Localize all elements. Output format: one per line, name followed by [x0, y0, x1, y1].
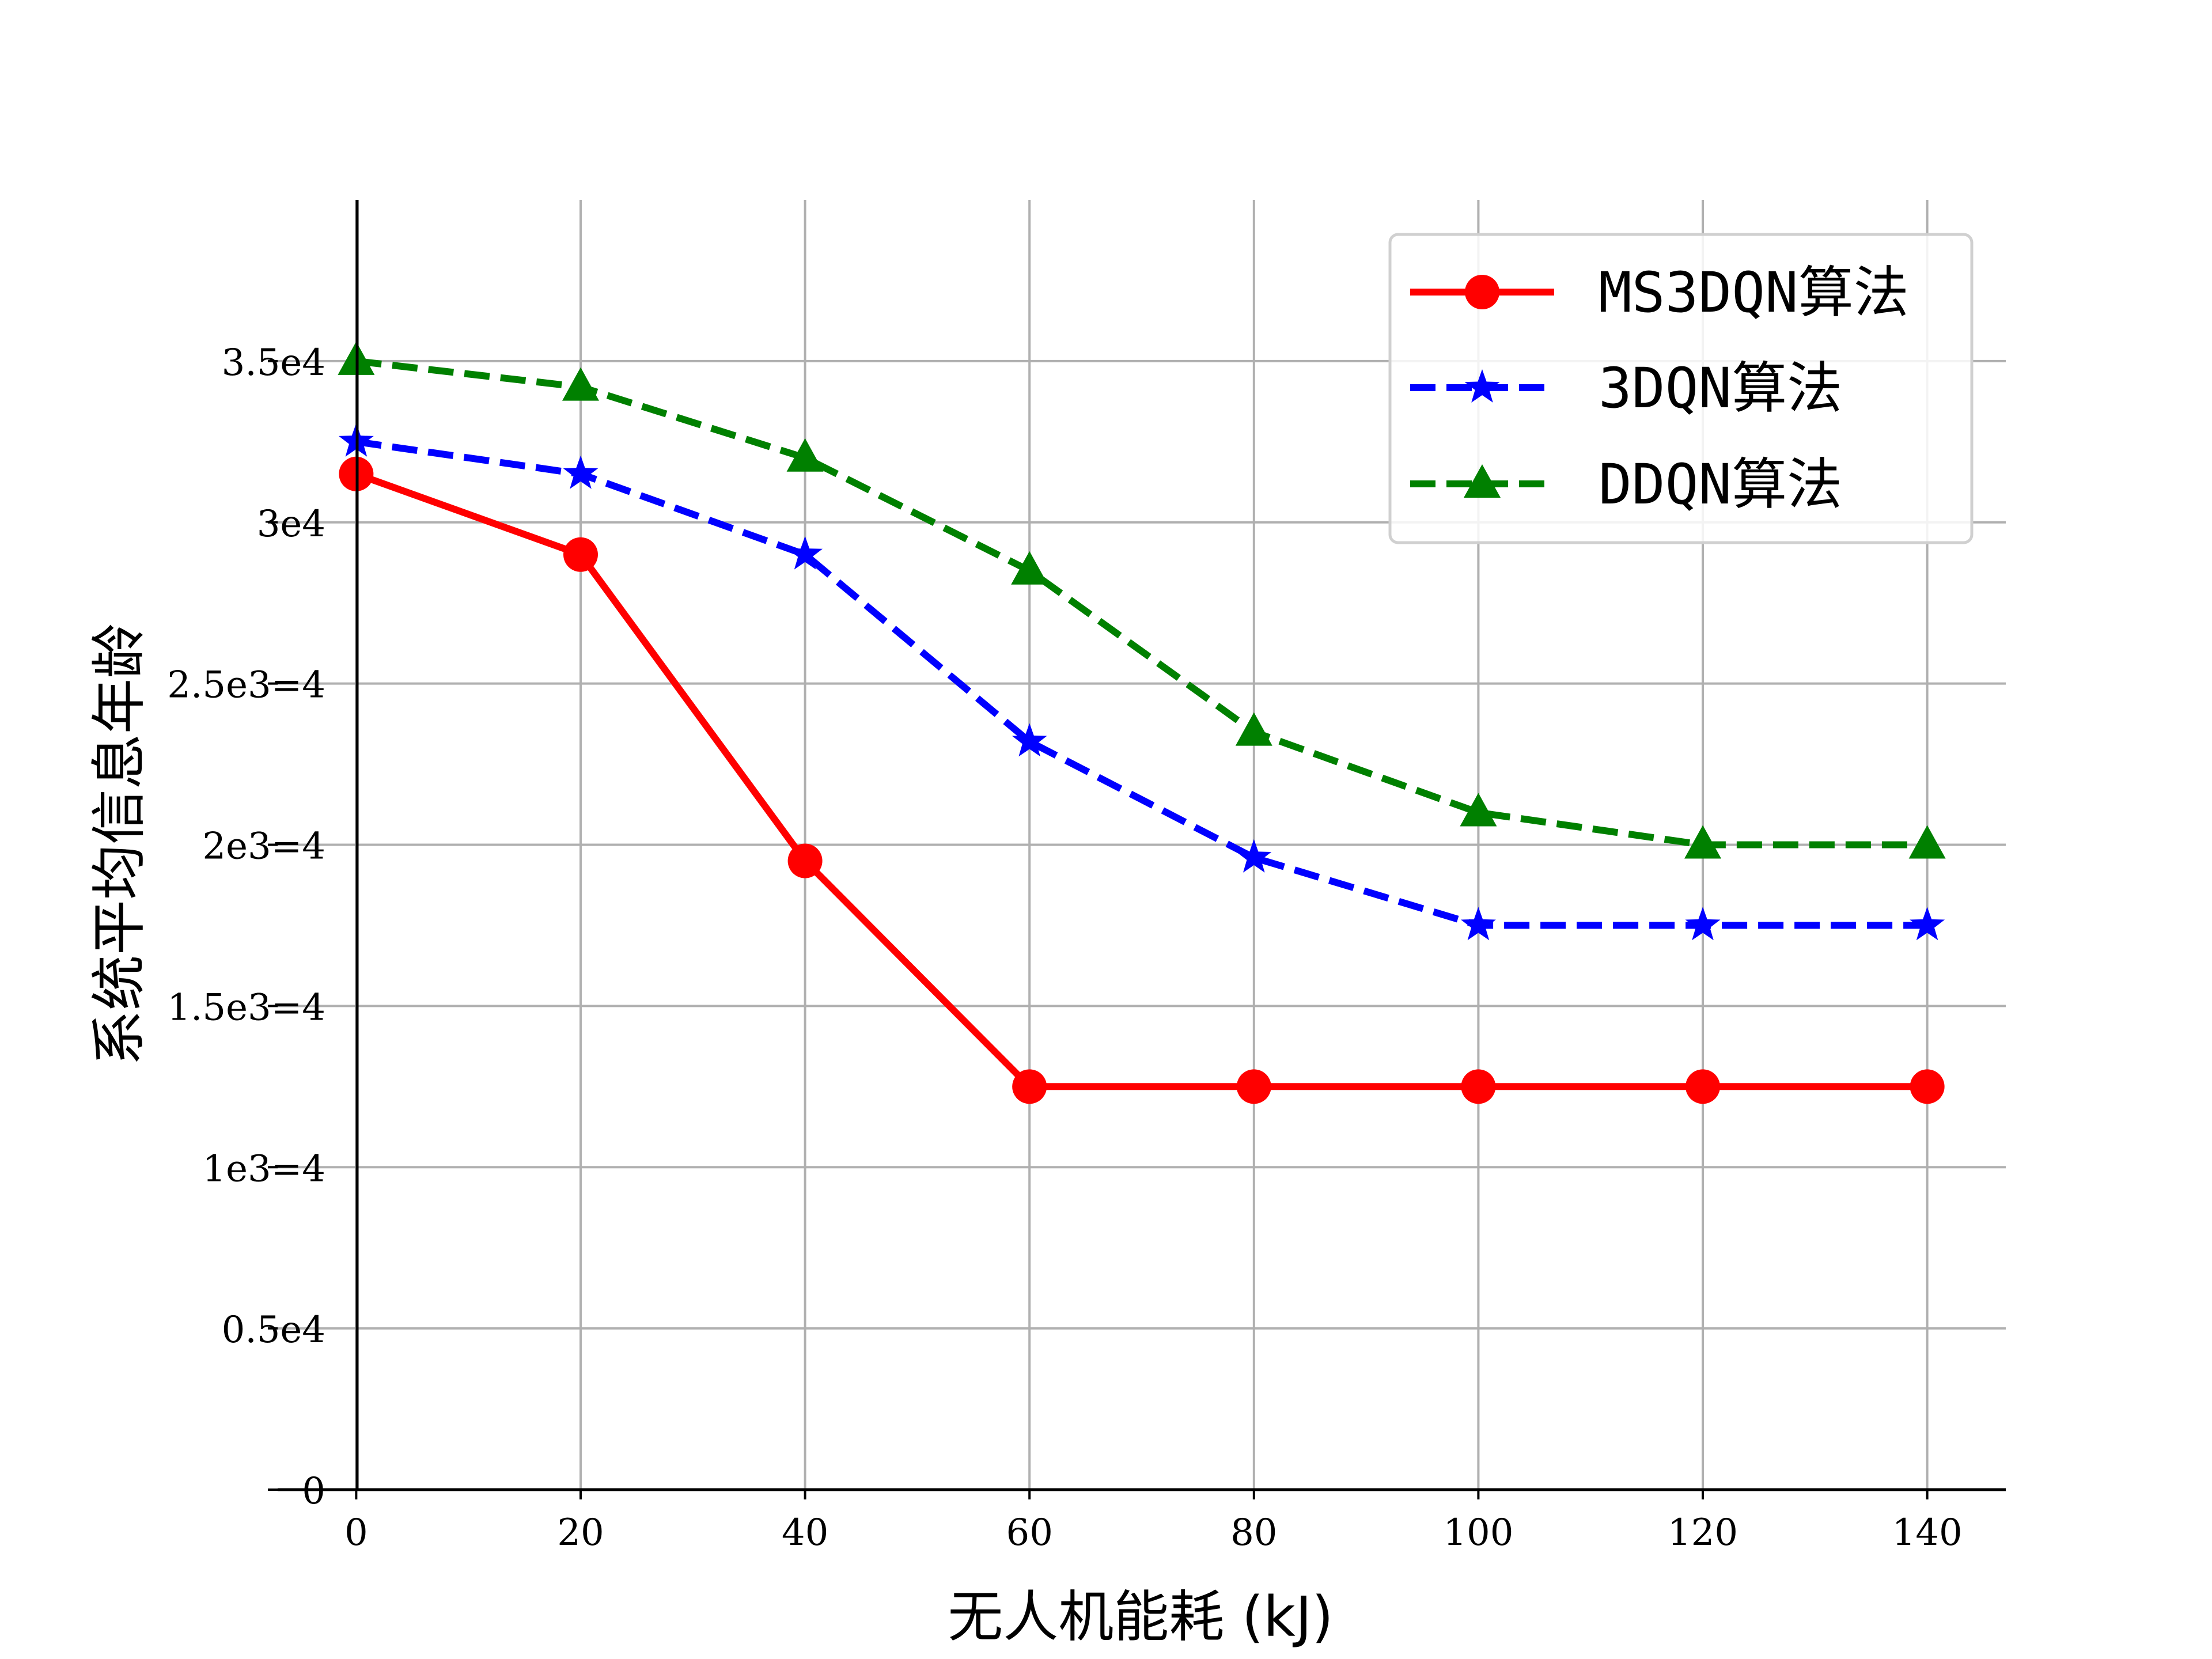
x-tick-label: 20: [557, 1512, 604, 1554]
series-2-point: [563, 455, 599, 489]
y-tick-label: 3.5e4: [222, 342, 325, 384]
series-2-point: [1910, 907, 1945, 941]
y-tick-label: 0: [302, 1470, 325, 1513]
series-3-point: [1908, 825, 1946, 859]
series-1-point: [563, 537, 598, 572]
series-3-point: [1684, 825, 1722, 859]
axes: [278, 200, 2006, 1491]
series-3-point: [562, 367, 599, 401]
series-group: [338, 341, 1946, 1104]
x-tick-label: 40: [782, 1512, 828, 1554]
series-line-3: [355, 357, 1927, 849]
y-tick-label: 2e3=4: [202, 825, 325, 868]
series-3-point: [1011, 551, 1048, 585]
series-1-point: [1685, 1069, 1721, 1104]
series-3-point: [1235, 712, 1272, 746]
x-tick-label: 120: [1668, 1512, 1738, 1554]
series-line-1: [355, 471, 1927, 1090]
series-1-point: [1461, 1069, 1496, 1104]
legend-marker-3: [1464, 464, 1501, 498]
y-tick-label: 0.5e4: [222, 1309, 325, 1351]
legend-label-2: 3DQN算法: [1599, 356, 1842, 421]
legend-label-1: MS3DQN算法: [1599, 260, 1909, 325]
tick-group: 0 20 40 60 80 100 120 140 0 0.5e4 1e3=4 1.5e3=4 2e3=…: [167, 342, 1962, 1554]
x-tick-label: 60: [1006, 1512, 1052, 1554]
series-3-point: [786, 438, 824, 472]
legend-label-3: DDQN算法: [1599, 452, 1842, 517]
series-2-point: [1236, 839, 1272, 873]
series-2-point: [1012, 723, 1047, 757]
x-tick-label: 140: [1892, 1512, 1963, 1554]
series-1-point: [787, 843, 823, 878]
series-2-point: [1461, 907, 1496, 941]
series-3-point: [1460, 793, 1497, 827]
x-axis-title: 无人机能耗 (kJ): [948, 1585, 1333, 1649]
series-1-point: [1236, 1069, 1271, 1104]
y-tick-label: 1.5e3=4: [167, 986, 325, 1029]
series-1-point: [1012, 1069, 1047, 1104]
x-tick-label: 80: [1230, 1512, 1277, 1554]
series-1-point: [1910, 1069, 1945, 1104]
y-axis-title: 系统平均信息年龄: [87, 623, 151, 1066]
x-tick-label: 0: [344, 1512, 368, 1554]
series-2-point: [1685, 907, 1721, 941]
x-tick-label: 100: [1443, 1512, 1513, 1554]
y-tick-label: 1e3=4: [202, 1147, 325, 1190]
legend-box: [1388, 233, 1974, 544]
y-tick-label: 3e4: [257, 503, 325, 546]
legend-marker-1: [1465, 275, 1499, 309]
y-tick-label: 2.5e3=4: [167, 664, 325, 707]
legend: MS3DQN算法 3DQN算法 DDQN算法: [1388, 233, 1974, 544]
series-2-point: [787, 536, 823, 570]
series-line-2: [355, 438, 1927, 929]
legend-marker-2: [1464, 369, 1500, 403]
